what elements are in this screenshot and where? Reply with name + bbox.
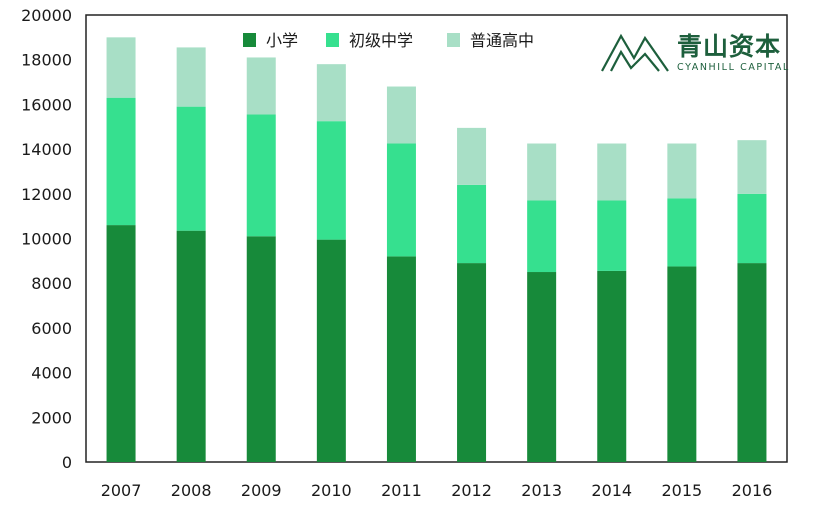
y-tick-label: 2000 bbox=[31, 408, 72, 427]
y-tick-label: 14000 bbox=[21, 140, 72, 159]
bar-2013-series-2 bbox=[527, 143, 557, 201]
bar-2008-series-1 bbox=[176, 106, 206, 231]
y-tick-label: 18000 bbox=[21, 51, 72, 70]
bar-2014-series-0 bbox=[597, 270, 627, 462]
x-tick-label: 2008 bbox=[171, 481, 212, 500]
bar-2010-series-1 bbox=[316, 121, 346, 240]
x-tick-label: 2013 bbox=[521, 481, 562, 500]
legend: 小学 初级中学 普通高中 bbox=[243, 31, 534, 50]
bar-2007-series-2 bbox=[106, 37, 136, 98]
mountain-logo-icon bbox=[601, 33, 669, 72]
bar-2013-series-0 bbox=[527, 272, 557, 462]
x-tick-label: 2010 bbox=[311, 481, 352, 500]
legend-swatch-primary bbox=[243, 33, 256, 47]
x-tick-label: 2011 bbox=[381, 481, 422, 500]
x-tick-label: 2015 bbox=[661, 481, 702, 500]
x-tick-label: 2012 bbox=[451, 481, 492, 500]
legend-item-primary: 小学 bbox=[243, 31, 298, 50]
bar-2007-series-0 bbox=[106, 225, 136, 462]
legend-label-primary: 小学 bbox=[266, 31, 298, 50]
bar-2008-series-0 bbox=[176, 230, 206, 462]
legend-swatch-junior-middle bbox=[326, 33, 339, 47]
bar-2011-series-0 bbox=[386, 256, 416, 462]
bar-2016-series-0 bbox=[737, 263, 767, 462]
legend-label-senior-high: 普通高中 bbox=[470, 31, 534, 50]
bar-2009-series-0 bbox=[246, 236, 276, 462]
y-tick-label: 20000 bbox=[21, 6, 72, 25]
y-tick-label: 4000 bbox=[31, 364, 72, 383]
bar-2015-series-1 bbox=[667, 198, 697, 267]
bars bbox=[106, 37, 767, 462]
bar-2007-series-1 bbox=[106, 97, 136, 226]
x-tick-label: 2007 bbox=[101, 481, 142, 500]
y-tick-label: 10000 bbox=[21, 230, 72, 249]
x-tick-label: 2009 bbox=[241, 481, 282, 500]
bar-2016-series-2 bbox=[737, 140, 767, 194]
y-tick-label: 6000 bbox=[31, 319, 72, 338]
bar-2009-series-1 bbox=[246, 114, 276, 237]
plot-frame bbox=[85, 14, 788, 463]
bar-2012-series-0 bbox=[457, 263, 487, 462]
y-tick-label: 12000 bbox=[21, 185, 72, 204]
bar-2014-series-1 bbox=[597, 200, 627, 271]
bar-2012-series-1 bbox=[457, 184, 487, 264]
x-tick-label: 2014 bbox=[591, 481, 632, 500]
legend-item-junior-middle: 初级中学 bbox=[326, 31, 413, 50]
bar-2010-series-0 bbox=[316, 239, 346, 462]
y-tick-label: 16000 bbox=[21, 95, 72, 114]
x-axis-ticks: 2007 2008 2009 2010 2011 2012 2013 2014 2015 2016 bbox=[101, 481, 773, 500]
y-tick-label: 0 bbox=[62, 453, 72, 472]
bar-2014-series-2 bbox=[597, 143, 627, 201]
legend-label-junior-middle: 初级中学 bbox=[349, 31, 413, 50]
logo-name-en: CYANHILL CAPITAL bbox=[677, 62, 790, 73]
bar-2013-series-1 bbox=[527, 200, 557, 273]
legend-item-senior-high: 普通高中 bbox=[447, 31, 534, 50]
bar-2012-series-2 bbox=[457, 127, 487, 185]
bar-2008-series-2 bbox=[176, 47, 206, 107]
x-tick-label: 2016 bbox=[732, 481, 773, 500]
y-tick-label: 8000 bbox=[31, 274, 72, 293]
bar-2009-series-2 bbox=[246, 57, 276, 115]
bar-2015-series-2 bbox=[667, 143, 697, 199]
legend-swatch-senior-high bbox=[447, 33, 460, 47]
logo-name-cn: 青山资本 bbox=[677, 32, 781, 61]
bar-2015-series-0 bbox=[667, 266, 697, 462]
bar-2016-series-1 bbox=[737, 193, 767, 264]
bar-2011-series-2 bbox=[386, 86, 416, 144]
logo: 青山资本 CYANHILL CAPITAL bbox=[601, 32, 790, 73]
bar-2011-series-1 bbox=[386, 143, 416, 257]
y-axis-ticks: 0 2000 4000 6000 8000 10000 12000 14000 16000 180… bbox=[21, 6, 72, 472]
bar-2010-series-2 bbox=[316, 64, 346, 122]
